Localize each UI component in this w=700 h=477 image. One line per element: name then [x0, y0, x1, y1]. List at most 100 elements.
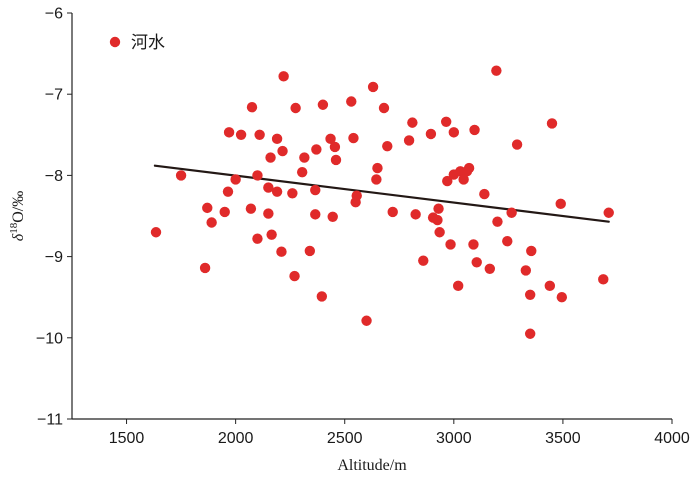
- data-point: [202, 202, 213, 214]
- y-tick-label: −11: [37, 412, 63, 429]
- data-point: [219, 206, 230, 218]
- legend-marker: [109, 36, 121, 48]
- y-tick-label: −9: [45, 249, 63, 266]
- data-point: [378, 102, 390, 114]
- data-point: [502, 235, 513, 247]
- data-point: [317, 99, 329, 110]
- trendline: [153, 164, 610, 223]
- data-point: [463, 162, 475, 174]
- data-point: [407, 117, 418, 128]
- data-point: [492, 216, 503, 227]
- data-point: [445, 239, 456, 250]
- data-point: [150, 227, 162, 238]
- data-point: [304, 245, 316, 257]
- data-point: [289, 270, 300, 282]
- data-point: [434, 227, 445, 238]
- data-point: [277, 145, 288, 157]
- data-point: [598, 274, 609, 285]
- data-point: [425, 128, 437, 140]
- data-point: [524, 289, 536, 300]
- data-point: [246, 101, 258, 113]
- axes: −11 −10 −9 −8 −7 −6 1500 2000 2500 3000 3500 4000: [36, 6, 690, 448]
- data-point: [327, 211, 338, 223]
- data-point: [223, 127, 235, 138]
- data-point: [206, 217, 217, 228]
- y-axis-title-rest: O/‰: [10, 191, 27, 223]
- data-point: [469, 124, 480, 136]
- y-tick-label: −7: [45, 87, 63, 104]
- data-point: [265, 152, 276, 163]
- x-tick-label: 4000: [654, 430, 690, 447]
- data-point: [479, 188, 490, 200]
- y-tick-label: −8: [45, 168, 63, 185]
- data-point: [175, 170, 187, 181]
- data-point: [230, 174, 241, 185]
- y-axis-title-superscript: 18: [8, 222, 20, 234]
- x-tick-label: 3500: [545, 430, 581, 447]
- data-point: [555, 198, 566, 210]
- data-point: [511, 139, 523, 150]
- data-point: [278, 71, 289, 82]
- data-point: [603, 207, 614, 218]
- data-point: [526, 245, 537, 257]
- data-point: [468, 239, 479, 250]
- data-point: [310, 184, 321, 196]
- data-point: [287, 188, 298, 199]
- trendline-layer: [153, 164, 610, 223]
- data-point: [410, 209, 421, 220]
- data-points: [150, 65, 614, 339]
- y-axis-title-symbol: δ: [10, 233, 27, 241]
- x-tick-label: 2000: [218, 430, 254, 447]
- data-point: [556, 292, 568, 303]
- data-point: [458, 174, 469, 185]
- y-axis-title: δ18O/‰: [8, 191, 27, 241]
- data-point: [351, 190, 362, 201]
- data-point: [471, 257, 482, 268]
- data-point: [330, 154, 342, 166]
- data-point: [484, 263, 496, 274]
- data-point: [432, 214, 443, 226]
- data-point: [316, 291, 328, 302]
- data-point: [440, 116, 452, 128]
- data-point: [271, 186, 283, 197]
- data-point: [382, 140, 393, 152]
- data-point: [311, 144, 322, 155]
- data-point: [252, 233, 263, 244]
- data-point: [252, 170, 263, 181]
- data-point: [266, 229, 277, 240]
- data-point: [452, 280, 464, 292]
- data-point: [433, 203, 444, 214]
- x-tick-label: 2500: [327, 430, 363, 447]
- data-point: [371, 174, 382, 185]
- data-point: [276, 246, 287, 257]
- data-point: [403, 135, 415, 146]
- y-tick-label: −10: [36, 330, 63, 347]
- data-point: [418, 255, 429, 266]
- data-point: [361, 315, 372, 326]
- data-point: [491, 65, 502, 76]
- data-point: [387, 206, 398, 218]
- data-point: [271, 133, 283, 145]
- data-point: [448, 127, 460, 138]
- data-point: [290, 102, 301, 114]
- data-point: [263, 182, 274, 193]
- x-axis-title: Altitude/m: [337, 457, 407, 474]
- data-point: [263, 208, 274, 219]
- data-point: [254, 129, 265, 140]
- data-point: [299, 152, 310, 163]
- legend: 河水: [109, 33, 165, 53]
- legend-label: 河水: [131, 33, 165, 53]
- data-point: [520, 265, 532, 276]
- data-point: [329, 141, 341, 153]
- data-point: [310, 209, 321, 220]
- x-tick-label: 1500: [109, 430, 145, 447]
- data-point: [546, 118, 558, 129]
- data-point: [296, 166, 308, 178]
- data-point: [325, 133, 336, 145]
- data-point: [544, 280, 556, 292]
- data-point: [367, 81, 379, 93]
- x-tick-label: 3000: [436, 430, 472, 447]
- data-point: [346, 96, 357, 107]
- data-point: [245, 203, 257, 214]
